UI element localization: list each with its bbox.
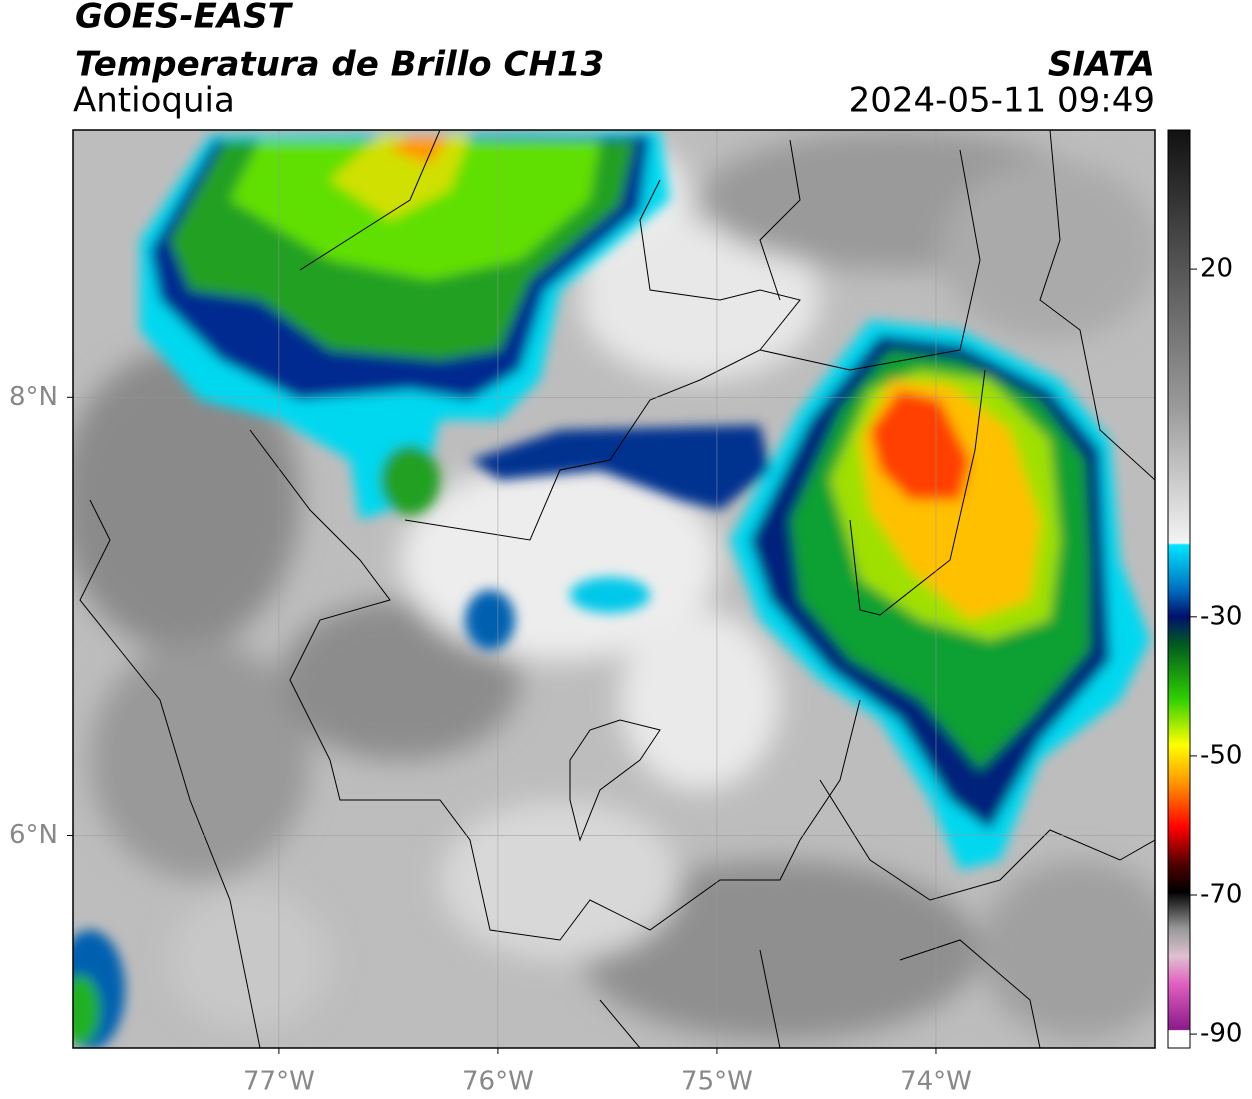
colorbar-tick-label: -70 <box>1200 880 1242 910</box>
borders <box>79 130 1155 1048</box>
region: Antioquia <box>73 81 235 121</box>
map-frame <box>72 129 1156 1049</box>
colorbar-tick-label: -90 <box>1200 1019 1242 1049</box>
y-tick-label: 6°N <box>9 820 58 850</box>
x-tick-label: 75°W <box>681 1067 753 1097</box>
colorbar-tick-label: -50 <box>1200 740 1242 770</box>
x-tick-label: 77°W <box>243 1067 315 1097</box>
x-tick-label: 74°W <box>900 1067 972 1097</box>
source: SIATA <box>1048 45 1155 85</box>
datetime: 2024-05-11 09:49 <box>849 81 1155 121</box>
colorbar-tick-label: -30 <box>1200 601 1242 631</box>
colorbar <box>1167 129 1191 1049</box>
x-tick-label: 76°W <box>462 1067 534 1097</box>
graticule <box>73 130 1155 1048</box>
subtitle: Temperatura de Brillo CH13 <box>75 45 604 85</box>
colorbar-tick-label: 20 <box>1200 254 1233 284</box>
imagery <box>73 130 1155 1048</box>
title: GOES-EAST <box>75 0 294 37</box>
y-tick-label: 8°N <box>9 382 58 412</box>
